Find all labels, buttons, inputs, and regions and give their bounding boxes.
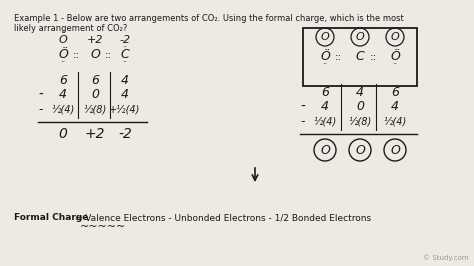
Text: ::: :: [369,52,377,62]
Text: O: O [356,32,365,42]
Text: Ö: Ö [390,51,400,64]
Text: -2: -2 [118,127,132,141]
Text: ~~~~~: ~~~~~ [80,222,126,232]
Text: ··: ·· [122,44,128,52]
Text: ··: ·· [393,26,397,32]
Text: 6: 6 [391,85,399,98]
Text: C: C [120,48,129,61]
Text: O: O [320,32,329,42]
Text: ··: ·· [322,60,328,69]
Text: 6: 6 [59,73,67,86]
Text: 4: 4 [321,101,329,114]
Text: O: O [59,35,67,45]
Text: Ö: Ö [320,51,330,64]
Text: ::: :: [73,50,80,60]
Text: 6: 6 [91,73,99,86]
Text: -2: -2 [119,35,130,45]
Text: +2: +2 [87,35,103,45]
Text: -: - [301,115,305,128]
Text: ··: ·· [60,28,65,38]
Bar [303,28,417,86]
Text: +2: +2 [85,127,105,141]
Text: Example 1 - Below are two arrangements of CO₂. Using the formal charge, which is: Example 1 - Below are two arrangements o… [14,14,404,23]
Text: 0: 0 [356,101,364,114]
Text: 4: 4 [59,89,67,102]
Text: ½(4): ½(4) [313,117,337,127]
Text: ½(4): ½(4) [51,105,74,115]
Text: ½(8): ½(8) [83,105,107,115]
Text: ··: ·· [323,26,327,32]
Text: 4: 4 [121,89,129,102]
Text: 4: 4 [356,85,364,98]
Text: O: O [391,32,400,42]
Text: 0: 0 [59,127,67,141]
Text: ··: ·· [60,59,65,68]
Text: = Valence Electrons - Unbonded Electrons - 1/2 Bonded Electrons: = Valence Electrons - Unbonded Electrons… [72,214,371,222]
Text: O: O [90,48,100,61]
Text: 6: 6 [321,85,329,98]
Text: 0: 0 [91,89,99,102]
Text: O: O [320,143,330,156]
Text: O: O [390,143,400,156]
Text: 4: 4 [121,73,129,86]
Text: ::: :: [334,52,342,62]
Text: Formal Charge: Formal Charge [14,214,88,222]
Text: ·: · [359,26,361,35]
Text: -: - [39,103,43,117]
Text: ··: ·· [392,60,398,69]
Text: © Study.com: © Study.com [423,254,469,261]
Text: -: - [38,88,44,102]
Text: ½(4): ½(4) [383,117,407,127]
Text: ½(8): ½(8) [348,117,372,127]
Text: 4: 4 [391,101,399,114]
Text: C: C [356,51,365,64]
Text: -: - [301,100,305,114]
Text: ··: ·· [122,59,128,68]
Text: Ö: Ö [58,48,68,61]
Text: O: O [355,143,365,156]
Text: ::: :: [104,50,111,60]
Text: likely arrangement of CO₂?: likely arrangement of CO₂? [14,24,128,33]
Text: +½(4): +½(4) [109,105,141,115]
